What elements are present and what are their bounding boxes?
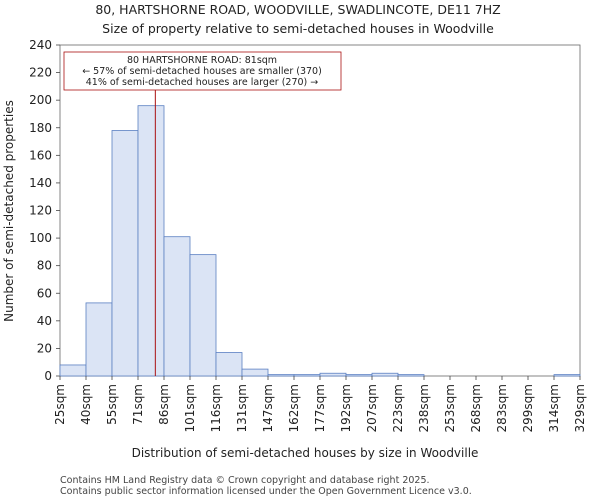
y-tick-label: 240: [29, 38, 52, 52]
footer-line2: Contains public sector information licen…: [60, 486, 472, 497]
bar: [319, 372, 347, 377]
x-tick-label: 207sqm: [365, 384, 379, 432]
x-tick-label: 329sqm: [573, 384, 587, 432]
y-tick-label: 140: [29, 176, 52, 190]
x-tick-label: 314sqm: [547, 384, 561, 432]
x-tick-label: 71sqm: [131, 384, 145, 425]
annotation-line3: 41% of semi-detached houses are larger (…: [86, 77, 319, 88]
x-tick-label: 25sqm: [53, 384, 67, 425]
x-tick-label: 55sqm: [105, 384, 119, 425]
x-tick-label: 177sqm: [313, 384, 327, 432]
annotation-box: [63, 51, 342, 91]
y-axis-label: Number of semi-detached properties: [2, 100, 16, 322]
x-axis-label: Distribution of semi-detached houses by …: [132, 446, 479, 460]
bar: [163, 236, 191, 377]
x-tick-label: 162sqm: [287, 384, 301, 432]
x-tick-label: 131sqm: [235, 384, 249, 432]
x-tick-label: 299sqm: [521, 384, 535, 432]
y-tick-label: 200: [29, 93, 52, 107]
bar: [137, 105, 165, 377]
x-tick-label: 40sqm: [79, 384, 93, 425]
bar: [397, 374, 425, 377]
y-tick-label: 160: [29, 148, 52, 162]
y-axis: 0 20 40 60 80 100 120 140 160 180 200 220 240: [29, 38, 60, 383]
bar: [111, 130, 139, 377]
bar: [215, 352, 243, 377]
y-tick-label: 120: [29, 204, 52, 218]
x-tick-label: 283sqm: [495, 384, 509, 432]
y-tick-label: 220: [29, 66, 52, 80]
annotation-line1: 80 HARTSHORNE ROAD: 81sqm: [127, 55, 277, 66]
footer-line1: Contains HM Land Registry data © Crown c…: [60, 475, 430, 486]
bar: [241, 368, 269, 377]
x-axis: 25sqm 40sqm 55sqm 71sqm 86sqm 101sqm 116sqm 131…: [53, 376, 587, 432]
x-tick-label: 223sqm: [391, 384, 405, 432]
x-tick-label: 116sqm: [209, 384, 223, 432]
bar: [267, 374, 295, 377]
x-tick-label: 268sqm: [469, 384, 483, 432]
bar: [345, 374, 373, 377]
y-tick-label: 20: [37, 341, 52, 355]
bars: [59, 105, 581, 377]
chart-title: 80, HARTSHORNE ROAD, WOODVILLE, SWADLINC…: [95, 2, 500, 17]
bar: [371, 372, 399, 377]
y-tick-label: 40: [37, 314, 52, 328]
bar: [59, 364, 87, 377]
y-tick-label: 180: [29, 121, 52, 135]
y-tick-label: 0: [44, 369, 52, 383]
x-tick-label: 101sqm: [183, 384, 197, 432]
bar: [85, 302, 113, 377]
y-tick-label: 80: [37, 259, 52, 273]
chart-subtitle: Size of property relative to semi-detach…: [102, 21, 494, 36]
x-tick-label: 253sqm: [443, 384, 457, 432]
x-tick-label: 147sqm: [261, 384, 275, 432]
bar: [189, 254, 217, 377]
bar: [293, 374, 321, 377]
bar: [553, 374, 581, 377]
y-tick-label: 60: [37, 286, 52, 300]
y-tick-label: 100: [29, 231, 52, 245]
x-tick-label: 86sqm: [157, 384, 171, 425]
x-tick-label: 192sqm: [339, 384, 353, 432]
x-tick-label: 238sqm: [417, 384, 431, 432]
annotation-line2: ← 57% of semi-detached houses are smalle…: [82, 66, 322, 77]
